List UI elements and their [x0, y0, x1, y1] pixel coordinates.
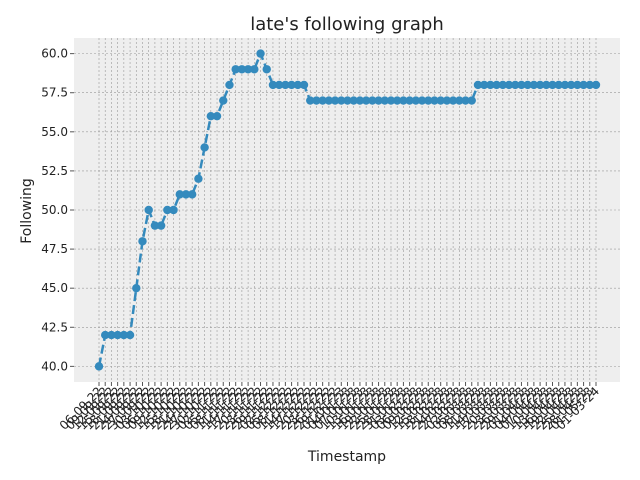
data-point [355, 96, 365, 105]
data-point [262, 65, 271, 74]
data-point [535, 80, 545, 90]
x-axis-ticks: 06-09-2209-09-2212-09-2215-09-2218-09-22… [57, 382, 602, 433]
data-point [113, 330, 122, 340]
y-axis-ticks: 40.0 42.5 45.0 47.5 50.0 52.5 55.0 57.5 60.0 [41, 47, 74, 373]
data-point [591, 80, 601, 90]
data-point [237, 65, 247, 74]
y-tick-label: 47.5 [41, 242, 68, 256]
y-tick-label: 52.5 [41, 164, 68, 178]
data-point [393, 96, 402, 105]
data-point [318, 96, 327, 105]
data-point [461, 96, 470, 105]
data-point [306, 96, 315, 105]
data-point [386, 96, 396, 105]
data-point [399, 96, 408, 105]
data-point [281, 80, 290, 90]
x-axis-label: Timestamp [307, 449, 386, 465]
data-point [187, 190, 197, 199]
data-point [511, 80, 520, 90]
data-point [287, 80, 296, 90]
data-point [219, 96, 228, 105]
data-point [579, 80, 588, 90]
data-point [467, 96, 476, 105]
data-point [268, 80, 278, 90]
data-point [529, 80, 539, 90]
data-point [424, 96, 433, 105]
data-point [448, 96, 458, 105]
y-tick-label: 40.0 [41, 359, 68, 373]
data-point [156, 221, 166, 230]
data-point [250, 65, 259, 74]
data-point [150, 221, 160, 230]
y-tick-label: 50.0 [41, 203, 68, 217]
data-point [442, 96, 452, 105]
data-point [585, 80, 594, 90]
data-point [436, 96, 445, 105]
data-point [256, 49, 265, 58]
data-point [473, 80, 483, 90]
data-point [200, 143, 209, 152]
data-point [361, 96, 371, 105]
y-tick-label: 57.5 [41, 86, 68, 100]
data-point [225, 80, 234, 90]
data-point [299, 80, 309, 90]
data-point [349, 96, 358, 105]
data-point [181, 190, 191, 199]
data-point [231, 65, 240, 74]
data-point [492, 80, 501, 90]
data-point [94, 362, 104, 371]
data-point [504, 80, 514, 90]
data-point [144, 205, 153, 215]
data-point [212, 111, 222, 121]
data-point [479, 80, 489, 90]
data-point [194, 174, 203, 183]
data-point [498, 80, 508, 90]
data-point [405, 96, 414, 105]
data-point [107, 330, 116, 340]
data-point [560, 80, 570, 90]
data-point [138, 237, 147, 246]
data-point [548, 80, 557, 90]
data-point [573, 80, 582, 90]
data-point [486, 80, 495, 90]
y-tick-label: 42.5 [41, 320, 68, 334]
data-point [554, 80, 563, 90]
data-point [163, 205, 172, 215]
data-point [380, 96, 389, 105]
data-point [206, 111, 216, 121]
data-point [343, 96, 352, 105]
data-point [417, 96, 427, 105]
data-point [101, 330, 110, 340]
data-point [175, 190, 184, 199]
series-markers [94, 49, 601, 371]
data-point [455, 96, 464, 105]
data-point [274, 80, 284, 90]
data-point [119, 330, 129, 340]
data-point [132, 283, 141, 293]
data-point [411, 96, 421, 105]
y-tick-label: 55.0 [41, 125, 68, 139]
data-point [517, 80, 526, 90]
y-tick-label: 45.0 [41, 281, 68, 295]
data-point [566, 80, 576, 90]
data-point [312, 96, 321, 105]
data-point [125, 330, 135, 340]
data-point [243, 65, 253, 74]
data-point [374, 96, 383, 105]
data-point [337, 96, 346, 105]
data-point [293, 80, 302, 90]
data-point [368, 96, 377, 105]
data-point [324, 96, 334, 105]
data-point [330, 96, 340, 105]
data-point [542, 80, 551, 90]
data-point [430, 96, 439, 105]
data-point [523, 80, 532, 90]
chart-title: late's following graph [250, 14, 444, 35]
y-axis-label: Following [19, 178, 35, 244]
y-tick-label: 60.0 [41, 47, 68, 61]
data-point [169, 205, 178, 215]
